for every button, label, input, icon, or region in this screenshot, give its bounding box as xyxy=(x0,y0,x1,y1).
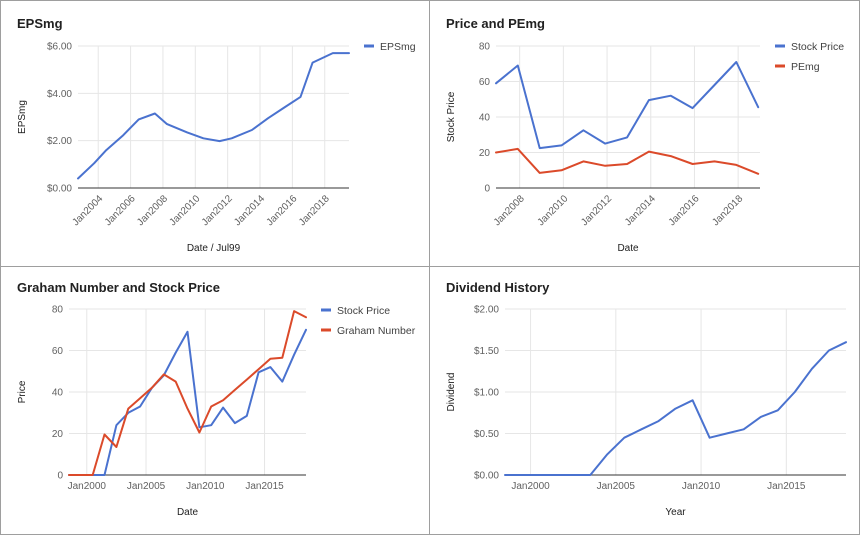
chart-svg: Dividend History $0.00 $0.50 $1.00 $1.50 $2.0… xyxy=(446,280,847,518)
x-tick-label: Jan2014 xyxy=(232,193,267,228)
y-tick-label: $0.00 xyxy=(47,184,72,195)
x-tick-label: Jan2010 xyxy=(536,193,571,228)
y-axis-label: Price xyxy=(17,380,28,403)
y-tick-label: 80 xyxy=(52,305,64,316)
chart-title: Price and PEmg xyxy=(446,16,545,31)
x-tick-label: Jan2010 xyxy=(682,481,721,492)
x-tick-label: Jan2005 xyxy=(597,481,636,492)
y-tick-label: 60 xyxy=(479,77,491,88)
y-tick-label: 40 xyxy=(52,388,64,399)
x-axis-label: Year xyxy=(665,507,686,518)
legend-label: Stock Price xyxy=(791,41,844,53)
y-tick-label: 80 xyxy=(479,42,491,53)
x-axis-label: Date xyxy=(177,507,199,518)
chart-svg: EPSmg$0.00$2.00$4.00$6.00Jan2004Jan2006J… xyxy=(17,16,416,254)
legend-label: PEmg xyxy=(791,61,820,73)
x-tick-label: Jan2016 xyxy=(265,193,300,228)
y-tick-label: 60 xyxy=(52,346,64,357)
x-tick-label: Jan2012 xyxy=(200,193,235,228)
y-tick-label: 0 xyxy=(484,184,490,195)
x-tick-label: Jan2010 xyxy=(186,481,225,492)
x-axis-label: Date xyxy=(617,243,639,254)
y-tick-label: 40 xyxy=(479,113,491,124)
y-tick-label: $6.00 xyxy=(47,42,72,53)
legend-label: Stock Price xyxy=(337,305,390,317)
x-tick-label: Jan2000 xyxy=(511,481,550,492)
y-axis-label: Stock Price xyxy=(446,91,457,142)
x-tick-label: Jan2014 xyxy=(623,193,658,228)
series-line-stock-price xyxy=(68,328,307,476)
x-tick-label: Jan2012 xyxy=(579,193,614,228)
y-axis-label: Dividend xyxy=(446,373,457,412)
series-line-stock-price xyxy=(495,61,760,150)
x-tick-label: Jan2006 xyxy=(103,193,138,228)
x-tick-label: Jan2018 xyxy=(710,193,745,228)
y-axis-label: EPSmg xyxy=(17,100,28,134)
y-tick-label: 0 xyxy=(57,471,63,482)
y-tick-label: $0.50 xyxy=(474,429,499,440)
x-tick-label: Jan2015 xyxy=(245,481,284,492)
x-tick-label: Jan2004 xyxy=(70,193,105,228)
x-tick-label: Jan2016 xyxy=(667,193,702,228)
legend-label: Graham Number xyxy=(337,325,416,337)
series-line-pemg xyxy=(495,147,760,175)
chart-svg: Graham Number and Stock Price 0 20 40 60 80 Ja… xyxy=(17,280,416,518)
chart-title: Graham Number and Stock Price xyxy=(17,280,220,295)
x-tick-label: Jan2008 xyxy=(492,193,527,228)
y-tick-label: $2.00 xyxy=(47,136,72,147)
chart-title: EPSmg xyxy=(17,16,63,31)
y-tick-label: $4.00 xyxy=(47,89,72,100)
y-tick-label: 20 xyxy=(52,429,64,440)
x-tick-label: Jan2010 xyxy=(168,193,203,228)
y-tick-label: $1.00 xyxy=(474,388,499,399)
graham-chart-panel: Graham Number and Stock Price 0 20 40 60 80 Ja… xyxy=(0,266,430,535)
x-tick-label: Jan2005 xyxy=(127,481,166,492)
dividend-chart-panel: Dividend History $0.00 $0.50 $1.00 $1.50 $2.0… xyxy=(429,266,860,535)
legend-label: EPSmg xyxy=(380,41,416,53)
y-tick-label: $2.00 xyxy=(474,305,499,316)
series-line-epsmg xyxy=(77,52,350,180)
x-tick-label: Jan2008 xyxy=(135,193,170,228)
x-tick-label: Jan2015 xyxy=(767,481,806,492)
x-axis-label: Date / Jul99 xyxy=(187,243,241,254)
y-tick-label: $1.50 xyxy=(474,346,499,357)
series-line-graham-number xyxy=(68,310,307,476)
chart-title: Dividend History xyxy=(446,280,550,295)
y-tick-label: $0.00 xyxy=(474,471,499,482)
x-tick-label: Jan2018 xyxy=(297,193,332,228)
series-line-dividend xyxy=(504,341,847,476)
eps-chart-panel: EPSmg $0.00 $2.00 $4.00 $6.00 Jan2004 Jan2006 J… xyxy=(0,0,430,267)
y-tick-label: 20 xyxy=(479,148,491,159)
x-tick-label: Jan2000 xyxy=(68,481,107,492)
price-pe-chart-panel: Price and PEmg 0 20 40 60 80 Jan2008 Jan2010 Jan… xyxy=(429,0,860,267)
